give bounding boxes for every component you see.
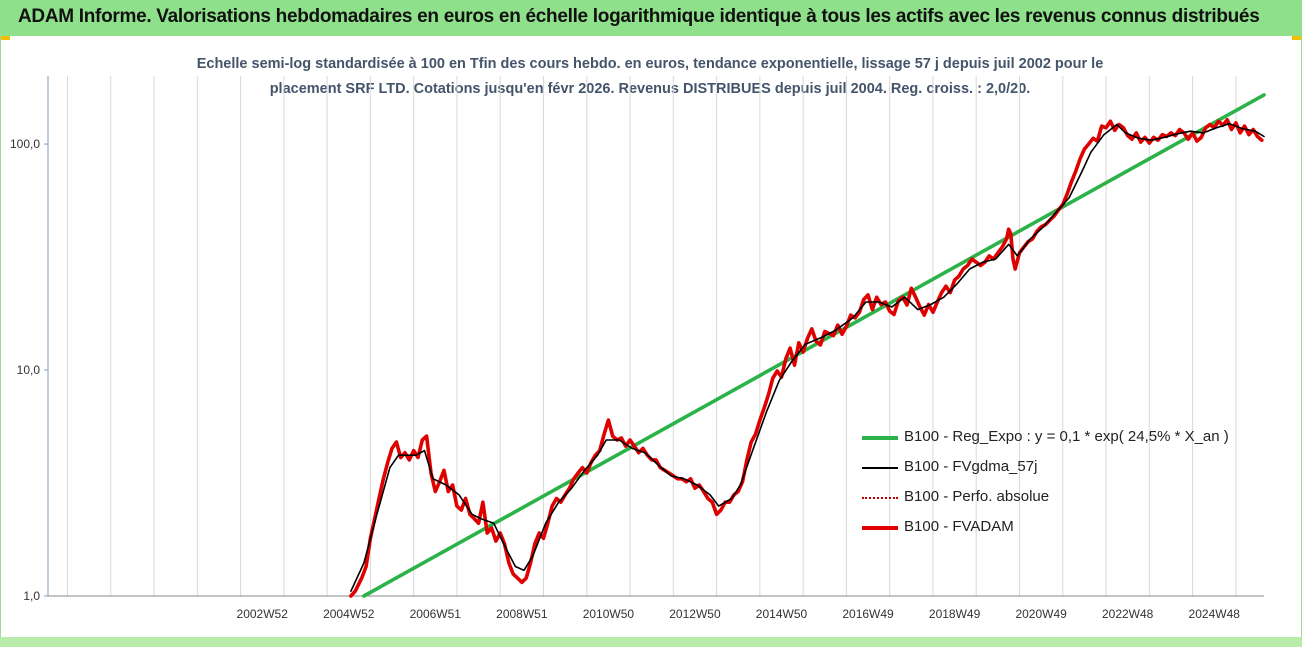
x-tick-label: 2016W49	[842, 607, 894, 621]
legend-swatch-reg-expo	[862, 436, 898, 440]
chart-title-line-1: Echelle semi-log standardisée à 100 en T…	[196, 56, 1104, 72]
banner: ADAM Informe. Valorisations hebdomadaire…	[0, 0, 1302, 36]
x-tick-label: 2022W48	[1102, 607, 1154, 621]
x-tick-label: 2002W52	[237, 607, 289, 621]
y-tick-label: 100,0	[10, 137, 40, 151]
series-line-reg-expo	[362, 93, 1266, 598]
x-tick-label: 2012W50	[669, 607, 721, 621]
chart-title-line-2: placement SRF LTD. Cotations jusqu'en fé…	[269, 81, 1031, 97]
series-line-fvadam	[349, 118, 1264, 598]
legend-swatch-fvadam	[862, 526, 898, 530]
banner-corner-right	[1292, 36, 1302, 40]
x-tick-label: 2004W52	[323, 607, 375, 621]
legend-label-perfo: B100 - Perfo. absolue	[904, 488, 1050, 505]
y-tick-label: 1,0	[23, 589, 40, 603]
x-tick-label: 2024W48	[1189, 607, 1241, 621]
x-tick-label: 2008W51	[496, 607, 548, 621]
bottom-band	[0, 637, 1302, 647]
x-tick-label: 2020W49	[1015, 607, 1067, 621]
legend-swatch-perfo	[862, 497, 898, 499]
x-tick-label: 2006W51	[410, 607, 462, 621]
legend-swatch-fvgdma	[862, 467, 898, 469]
x-tick-label: 2014W50	[756, 607, 808, 621]
banner-corner-left	[0, 36, 10, 40]
banner-title: ADAM Informe. Valorisations hebdomadaire…	[18, 6, 1260, 27]
x-tick-label: 2010W50	[583, 607, 635, 621]
legend-label-fvadam: B100 - FVADAM	[904, 518, 1014, 535]
legend-label-reg-expo: B100 - Reg_Expo : y = 0,1 * exp( 24,5% *…	[904, 428, 1229, 445]
y-tick-label: 10,0	[17, 363, 41, 377]
series-line-fvgdma	[350, 122, 1265, 592]
legend-label-fvgdma: B100 - FVgdma_57j	[904, 458, 1038, 475]
x-tick-label: 2018W49	[929, 607, 981, 621]
